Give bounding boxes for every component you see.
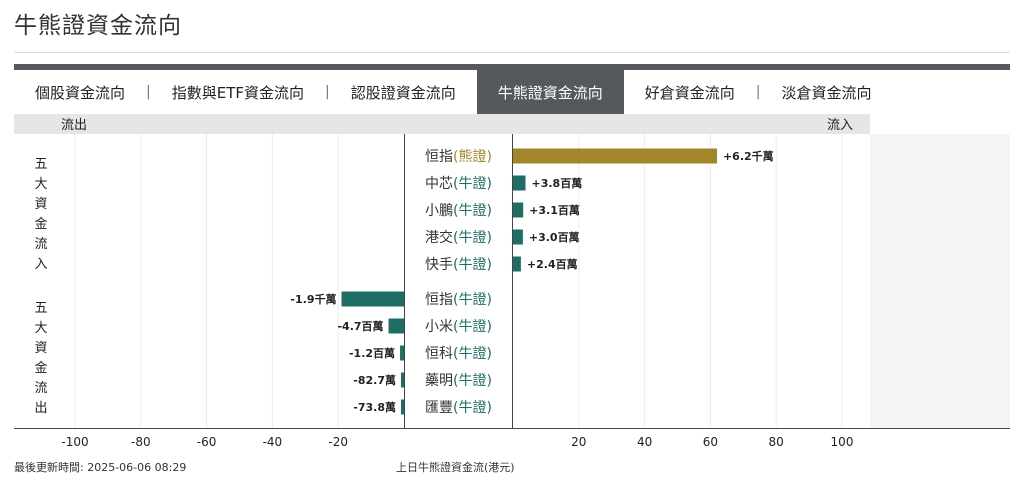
header-outflow-label: 流出 [61, 118, 87, 133]
x-tick-label: -40 [263, 435, 283, 449]
inflow-bar [513, 148, 717, 164]
inflow-bar [513, 229, 523, 245]
outflow-value-label: -1.2百萬 [349, 346, 395, 360]
outflow-bar [388, 318, 404, 334]
group-label-outflow: 出 [34, 401, 47, 416]
chart-svg: 流出 流入-100 -80 -60 -40 -20 20 40 60 80 100五大資金流入五大資… [14, 114, 1010, 449]
outflow-bar [401, 372, 404, 388]
instrument-name: 恒科 [425, 346, 453, 362]
instrument-type: (牛證) [453, 256, 492, 273]
inflow-instrument-label: 快手(牛證) [425, 256, 492, 273]
outflow-instrument-label: 恒指(牛證) [425, 291, 492, 308]
x-tick-label: -20 [328, 435, 348, 449]
tab-1[interactable]: 指數與ETF資金流向 [171, 83, 305, 102]
outflow-value-label: -82.7萬 [353, 373, 396, 387]
instrument-name: 小米 [425, 319, 453, 335]
chart-caption: 上日牛熊證資金流(港元) [396, 461, 515, 474]
inflow-bar [513, 175, 526, 191]
group-label-inflow: 大 [34, 177, 47, 192]
x-tick-label: -60 [197, 435, 217, 449]
instrument-name: 中芯 [425, 176, 453, 192]
outflow-instrument-label: 藥明(牛證) [425, 372, 492, 389]
inflow-bar [513, 256, 521, 272]
instrument-type: (牛證) [453, 291, 492, 308]
instrument-type: (熊證) [453, 148, 492, 165]
fund-flow-chart: 流出 流入 -100 -80 -60 -40 -20 20 40 60 80 100 五大資金流入五大資… [14, 114, 1010, 458]
chart-side-strip [870, 134, 1010, 428]
inflow-value-label: +3.1百萬 [529, 203, 580, 217]
inflow-instrument-label: 恒指(熊證) [425, 148, 492, 165]
inflow-instrument-label: 中芯(牛證) [425, 175, 492, 192]
x-tick-label: -80 [131, 435, 151, 449]
x-tick-label: 60 [703, 435, 718, 449]
instrument-type: (牛證) [453, 345, 492, 362]
outflow-value-label: -1.9千萬 [290, 292, 336, 306]
instrument-type: (牛證) [453, 202, 492, 219]
tab-4[interactable]: 好倉資金流向 [644, 83, 735, 102]
tab-bar: 個股資金流向 | 指數與ETF資金流向 | 認股證資金流向 牛熊證資金流向 好倉資金流向 | 淡… [14, 64, 1010, 114]
inflow-value-label: +3.0百萬 [529, 230, 580, 244]
tab-3[interactable]: 牛熊證資金流向 [476, 70, 624, 114]
instrument-name: 匯豐 [425, 400, 453, 416]
x-tick-label: 80 [769, 435, 784, 449]
tab-2[interactable]: 認股證資金流向 [350, 83, 456, 102]
inflow-instrument-label: 港交(牛證) [425, 229, 492, 246]
last-updated-text: 最後更新時間: 2025-06-06 08:29 [14, 461, 187, 474]
outflow-value-label: -73.8萬 [353, 400, 396, 414]
outflow-bar [400, 345, 404, 361]
instrument-name: 恒指 [425, 292, 453, 308]
inflow-instrument-label: 小鵬(牛證) [425, 202, 492, 219]
instrument-name: 小鵬 [425, 203, 453, 219]
instrument-name: 恒指 [425, 149, 453, 165]
outflow-instrument-label: 匯豐(牛證) [425, 399, 492, 416]
group-label-inflow: 金 [34, 216, 47, 232]
tab-list: 個股資金流向 | 指數與ETF資金流向 | 認股證資金流向 牛熊證資金流向 好倉資金流向 | 淡… [14, 70, 1010, 114]
outflow-instrument-label: 恒科(牛證) [425, 345, 492, 362]
tab-separator: | [755, 84, 761, 100]
page-title: 牛熊證資金流向 [14, 13, 182, 39]
instrument-type: (牛證) [453, 372, 492, 389]
tab-0[interactable]: 個股資金流向 [35, 83, 126, 102]
group-label-inflow: 五 [34, 157, 47, 172]
header-inflow-label: 流入 [827, 118, 853, 133]
group-label-inflow: 流 [34, 237, 47, 252]
tab-separator: | [146, 84, 151, 100]
outflow-bar [341, 291, 404, 307]
chart-header-strip [14, 114, 870, 134]
x-tick-label: 100 [831, 435, 854, 449]
group-label-outflow: 流 [34, 381, 47, 396]
instrument-type: (牛證) [453, 399, 492, 416]
group-label-outflow: 資 [34, 341, 47, 356]
group-label-inflow: 資 [34, 197, 47, 212]
tab-separator: | [325, 84, 330, 100]
group-label-outflow: 金 [34, 360, 47, 376]
inflow-value-label: +3.8百萬 [532, 176, 583, 190]
title-divider [14, 52, 1010, 53]
group-label-inflow: 入 [34, 257, 47, 272]
instrument-name: 港交 [425, 229, 453, 246]
instrument-type: (牛證) [453, 229, 492, 246]
instrument-type: (牛證) [453, 318, 492, 335]
tab-5[interactable]: 淡倉資金流向 [781, 83, 872, 102]
instrument-type: (牛證) [453, 175, 492, 192]
x-tick-label: 40 [637, 435, 652, 449]
inflow-bar [513, 202, 524, 218]
inflow-value-label: +6.2千萬 [723, 149, 774, 163]
instrument-name: 快手 [425, 257, 453, 273]
outflow-instrument-label: 小米(牛證) [425, 318, 492, 335]
outflow-bar [401, 399, 404, 415]
inflow-value-label: +2.4百萬 [527, 257, 578, 271]
group-label-outflow: 大 [34, 321, 47, 336]
x-tick-label: -100 [61, 435, 88, 449]
x-tick-label: 20 [571, 435, 586, 449]
instrument-name: 藥明 [425, 373, 453, 389]
group-label-outflow: 五 [34, 301, 47, 316]
outflow-value-label: -4.7百萬 [337, 319, 383, 333]
